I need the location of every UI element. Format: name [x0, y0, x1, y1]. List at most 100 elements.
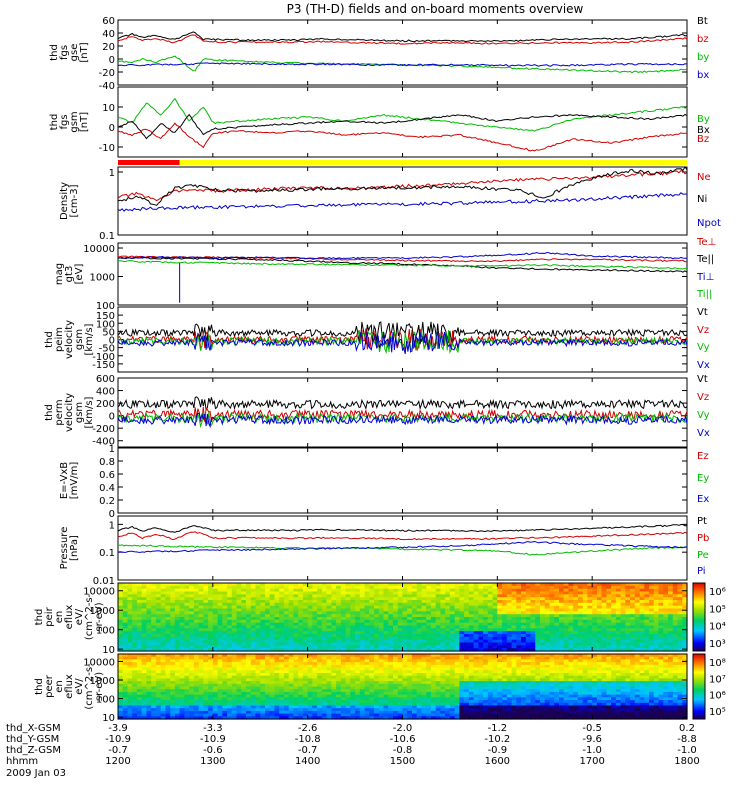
heatmap-cell — [383, 636, 389, 641]
heatmap-cell — [212, 667, 219, 671]
heatmap-cell — [483, 605, 489, 610]
heatmap-cell — [146, 602, 152, 607]
heatmap-cell — [307, 689, 313, 693]
heatmap-cell — [184, 683, 190, 688]
heatmap-cell — [222, 636, 228, 641]
heatmap-cell — [151, 708, 157, 712]
heatmap-cell — [132, 622, 138, 627]
heatmap-cell — [587, 636, 593, 641]
heatmap-cell — [321, 591, 328, 595]
heatmap-cell — [165, 617, 171, 621]
heatmap-cell — [293, 705, 299, 709]
heatmap-cell — [426, 716, 432, 720]
heatmap-cell — [317, 642, 323, 646]
heatmap-cell — [151, 645, 157, 649]
heatmap-cell — [383, 675, 389, 679]
heatmap-cell — [317, 667, 323, 671]
heatmap-cell — [492, 597, 498, 601]
heatmap-cell — [265, 628, 271, 632]
heatmap-cell — [118, 585, 124, 590]
heatmap-cell — [682, 648, 688, 652]
heatmap-cell — [179, 631, 185, 635]
heatmap-cell — [682, 611, 688, 615]
heatmap-cell — [122, 662, 128, 666]
heatmap-cell — [445, 694, 451, 698]
heatmap-cell — [563, 628, 569, 632]
heatmap-cell — [412, 617, 418, 621]
heatmap-cell — [307, 642, 313, 646]
heatmap-cell — [435, 614, 441, 618]
heatmap-cell — [317, 670, 323, 674]
heatmap-cell — [449, 605, 456, 610]
heatmap-cell — [326, 716, 332, 720]
heatmap-cell — [350, 673, 356, 677]
heatmap-cell — [293, 622, 299, 627]
heatmap-cell — [279, 662, 285, 666]
heatmap-cell — [269, 659, 275, 663]
heatmap-cell — [577, 628, 584, 632]
heatmap-cell — [374, 594, 380, 598]
heatmap-cell — [298, 622, 304, 627]
heatmap-cell — [454, 694, 460, 698]
heatmap-cell — [464, 631, 470, 635]
heatmap-cell — [127, 619, 133, 624]
heatmap-cell — [402, 673, 408, 677]
heatmap-cell — [615, 645, 622, 649]
heatmap-cell — [563, 594, 569, 598]
heatmap-cell — [241, 617, 247, 621]
heatmap-cell — [350, 645, 356, 649]
heatmap-cell — [274, 713, 280, 717]
y-tick-label: 1 — [109, 168, 115, 179]
heatmap-cell — [260, 597, 266, 601]
heatmap-cell — [445, 608, 451, 612]
heatmap-cell — [393, 619, 399, 624]
heatmap-cell — [359, 634, 366, 638]
heatmap-cell — [260, 594, 266, 598]
heatmap-cell — [298, 675, 304, 679]
heatmap-cell — [378, 678, 385, 682]
heatmap-cell — [208, 583, 214, 587]
heatmap-cell — [407, 591, 413, 595]
heatmap-cell — [132, 705, 138, 709]
heatmap-cell — [193, 591, 200, 595]
heatmap-cell — [288, 617, 294, 621]
heatmap-cell — [269, 608, 275, 612]
heatmap-cell — [426, 600, 432, 604]
heatmap-cell — [118, 648, 124, 652]
heatmap-cell — [312, 602, 318, 607]
heatmap-cell — [241, 634, 247, 638]
heatmap-cell — [236, 691, 242, 696]
heatmap-cell — [435, 605, 441, 610]
heatmap-cell — [179, 710, 185, 715]
heatmap-cell — [255, 617, 261, 621]
heatmap-cell — [345, 639, 351, 644]
heatmap-cell — [430, 639, 437, 644]
heatmap-cell — [350, 705, 356, 709]
heatmap-cell — [160, 689, 166, 693]
heatmap-cell — [440, 705, 446, 709]
heatmap-cell — [302, 585, 309, 590]
heatmap-cell — [393, 656, 399, 660]
heatmap-cell — [445, 634, 451, 638]
heatmap-cell — [649, 597, 655, 601]
heatmap-cell — [430, 617, 437, 621]
heatmap-cell — [416, 611, 422, 615]
heatmap-cell — [231, 608, 238, 612]
heatmap-cell — [473, 614, 479, 618]
heatmap-cell — [274, 611, 280, 615]
heatmap-cell — [369, 691, 375, 696]
heatmap-cell — [454, 691, 460, 696]
heatmap-cell — [355, 608, 361, 612]
heatmap-cell — [279, 600, 285, 604]
legend-Bt: Bt — [697, 16, 708, 27]
heatmap-cell — [260, 697, 266, 701]
heatmap-cell — [440, 625, 446, 629]
heatmap-cell — [189, 678, 195, 682]
heatmap-cell — [227, 617, 233, 621]
heatmap-cell — [179, 591, 185, 595]
heatmap-cell — [540, 585, 546, 590]
legend-Pt: Pt — [697, 516, 707, 527]
heatmap-cell — [573, 625, 579, 629]
heatmap-cell — [355, 708, 361, 712]
heatmap-cell — [487, 605, 494, 610]
